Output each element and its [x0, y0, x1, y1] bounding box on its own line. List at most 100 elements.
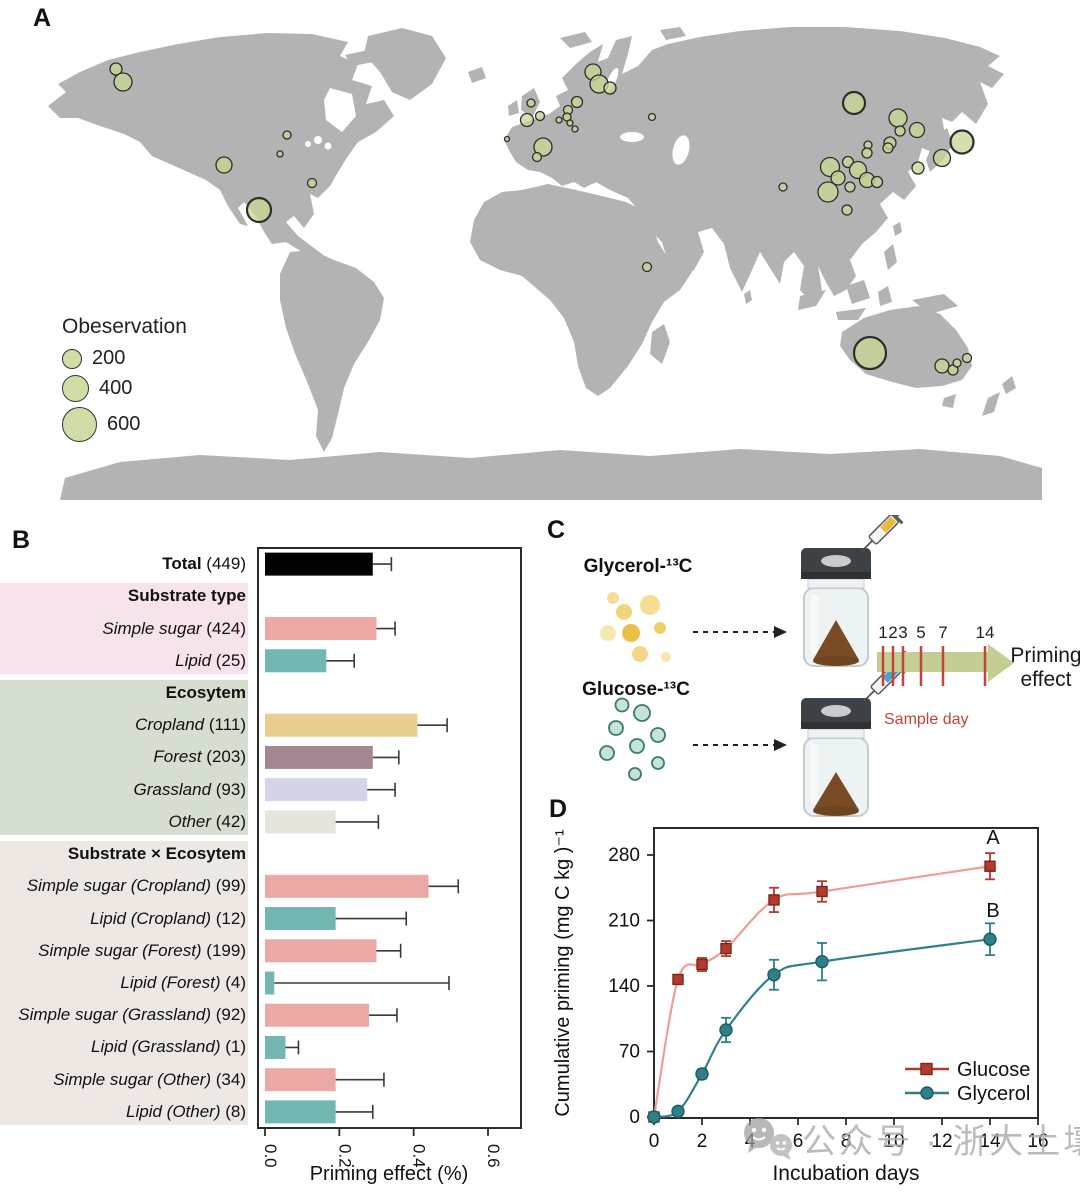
- y-tick-label: 280: [608, 845, 640, 866]
- legend-label: Glucose: [957, 1059, 1030, 1081]
- data-point: [984, 860, 996, 872]
- data-point: [696, 958, 708, 971]
- sample-day-number: 5: [916, 623, 925, 642]
- x-tick-label: 0.2: [335, 1144, 354, 1168]
- group-block: [0, 679, 248, 835]
- map-bubble: [861, 147, 873, 159]
- map-bubble: [519, 112, 535, 128]
- map-bubble: [841, 204, 853, 216]
- map-bubble: [566, 119, 574, 127]
- map-legend: Obeservation 200 400 600: [62, 315, 187, 447]
- data-point: [983, 932, 997, 946]
- panel-d-label: D: [549, 795, 568, 823]
- bar-row-label: Other (42): [168, 811, 247, 831]
- bar-row-label: Lipid (Other) (8): [126, 1101, 246, 1121]
- map-bubble: [817, 181, 839, 203]
- map-bubble: [526, 98, 536, 108]
- map-bubble: [555, 116, 563, 124]
- x-tick-label: 4: [745, 1131, 756, 1152]
- bar: [265, 1035, 286, 1059]
- data-point: [767, 968, 781, 982]
- bar-row-label: Simple sugar (Grassland) (92): [18, 1005, 246, 1025]
- substrate-label-glycerol: Glycerol-¹³C: [584, 556, 693, 577]
- bar: [265, 1100, 336, 1124]
- bar: [265, 810, 336, 834]
- glycerol-droplets: [600, 592, 671, 662]
- map-bubble: [306, 177, 318, 189]
- bar: [265, 778, 368, 802]
- flow-arrow-icon: [693, 626, 787, 751]
- bar-row-label: Simple sugar (424): [102, 618, 246, 638]
- priming-effect-label-2: effect: [1021, 668, 1072, 691]
- legend-label: Glycerol: [957, 1083, 1030, 1105]
- map-legend-item: 200: [62, 347, 187, 370]
- map-bubble: [952, 358, 962, 368]
- water-cutouts: [305, 68, 690, 165]
- d-x-axis-label: Incubation days: [772, 1162, 919, 1185]
- bar-row-label: Grassland (93): [133, 779, 246, 799]
- world-map: [48, 27, 1042, 500]
- x-tick-label: 2: [697, 1131, 708, 1152]
- group-header: Ecosytem: [165, 683, 246, 702]
- map-bubble: [647, 112, 657, 122]
- sample-day-label: Sample day: [884, 711, 969, 728]
- bar: [265, 907, 336, 931]
- legend-size-circle: [62, 375, 89, 402]
- x-tick-label: 0: [649, 1131, 660, 1152]
- data-point: [768, 894, 780, 906]
- data-point: [695, 1067, 709, 1081]
- significance-letter: B: [986, 900, 999, 922]
- legend-size-label: 400: [99, 377, 133, 399]
- x-tick-label: 8: [841, 1131, 852, 1152]
- legend-size-label: 200: [92, 347, 126, 369]
- map-bubble: [934, 358, 950, 374]
- data-point: [816, 885, 828, 898]
- x-tick-label: 10: [883, 1131, 904, 1152]
- map-legend-item: 400: [62, 375, 187, 402]
- group-header: Substrate × Ecosytem: [67, 844, 246, 864]
- sample-day-number: 3: [898, 623, 907, 642]
- map-bubble: [276, 150, 284, 158]
- bar-row-label: Lipid (Grassland) (1): [91, 1037, 246, 1057]
- y-tick-label: 210: [608, 911, 640, 932]
- bar-row-label: Lipid (Cropland) (12): [90, 908, 246, 928]
- data-point: [720, 942, 732, 955]
- bar: [265, 874, 429, 898]
- plot-frame: [257, 547, 522, 1129]
- map-bubble: [503, 135, 511, 143]
- bar-row-label: Total (449): [162, 554, 246, 574]
- map-bubble: [961, 352, 973, 364]
- panel-c-label: C: [547, 516, 566, 544]
- continents: [48, 27, 1042, 500]
- y-tick-label: 0: [629, 1107, 640, 1128]
- map-bubble: [882, 142, 894, 154]
- syringe-icon: [861, 515, 907, 552]
- data-point: [815, 954, 829, 969]
- map-bubble: [852, 335, 888, 371]
- legend-marker: [920, 1086, 934, 1100]
- bar-row-label: Simple sugar (Forest) (199): [38, 940, 246, 960]
- data-point: [647, 1110, 661, 1124]
- bar: [265, 971, 275, 995]
- significance-letter: A: [986, 827, 1000, 849]
- d-y-axis-label: Cumulative priming (mg C kg )⁻¹: [552, 829, 574, 1117]
- experiment-diagram: 1 2 3 5 7 14 Glycerol-¹³C Glucose-¹³C Priming…: [582, 515, 1080, 817]
- legend-marker: [920, 1062, 933, 1076]
- x-tick-label: 0.6: [484, 1144, 503, 1168]
- vial-glucose: [801, 698, 871, 817]
- x-tick-label: 16: [1027, 1131, 1048, 1152]
- data-point: [719, 1023, 733, 1037]
- map-bubble: [844, 181, 856, 193]
- x-tick-label: 6: [793, 1131, 804, 1152]
- substrate-label-glucose: Glucose-¹³C: [582, 679, 690, 700]
- bar: [265, 713, 418, 737]
- sample-day-number: 2: [888, 623, 897, 642]
- panel-b-label: B: [12, 526, 31, 554]
- map-bubble: [841, 90, 867, 116]
- map-bubble: [949, 129, 975, 155]
- x-tick-label: 0.4: [410, 1144, 429, 1168]
- vial-glycerol: [801, 548, 871, 667]
